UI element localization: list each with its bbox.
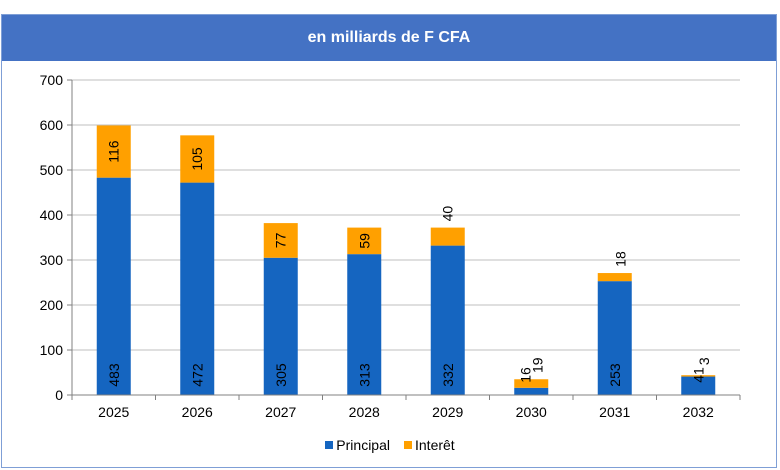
x-tick-label: 2025 bbox=[98, 404, 129, 420]
x-tick-label: 2028 bbox=[349, 404, 380, 420]
cropped-title-strip bbox=[0, 0, 780, 14]
legend-swatch-principal bbox=[325, 441, 334, 449]
axes: 0 100 200 300 400 500 600 700 2025 2026 2027 2028 20… bbox=[40, 72, 741, 420]
data-label-interet: 19 bbox=[529, 357, 545, 373]
bar-interet bbox=[96, 125, 131, 178]
data-label-interet: 77 bbox=[273, 232, 289, 248]
x-tick-label: 2027 bbox=[265, 404, 296, 420]
x-tick-label: 2029 bbox=[432, 404, 463, 420]
legend-item-principal: Principal bbox=[325, 437, 390, 453]
bar-interet bbox=[180, 135, 215, 183]
x-tick-label: 2031 bbox=[599, 404, 630, 420]
bar-interet bbox=[263, 223, 298, 258]
data-label-principal: 313 bbox=[356, 363, 372, 387]
bar-interet bbox=[597, 273, 632, 282]
data-label-principal: 16 bbox=[517, 367, 533, 383]
bar-principal bbox=[597, 281, 632, 395]
data-label-interet: 105 bbox=[189, 147, 205, 171]
legend-label-principal: Principal bbox=[336, 437, 390, 453]
data-label-principal: 305 bbox=[273, 363, 289, 387]
y-tick-label: 400 bbox=[40, 207, 64, 223]
bar-principal bbox=[263, 257, 298, 395]
y-tick-label: 0 bbox=[55, 387, 63, 403]
data-label-principal: 483 bbox=[106, 363, 122, 387]
data-label-interet: 59 bbox=[356, 233, 372, 249]
data-label-principal: 472 bbox=[189, 363, 205, 387]
data-label-interet: 3 bbox=[696, 357, 712, 365]
data-label-interet: 116 bbox=[106, 140, 122, 163]
y-tick-label: 100 bbox=[40, 342, 64, 358]
data-label-principal: 41 bbox=[690, 367, 706, 383]
legend-label-interet: Interêt bbox=[415, 437, 455, 453]
x-tick-label: 2032 bbox=[683, 404, 714, 420]
legend: Principal Interêt bbox=[0, 437, 780, 453]
bars bbox=[96, 125, 716, 395]
data-label-principal: 332 bbox=[440, 363, 456, 387]
legend-swatch-interet bbox=[404, 441, 412, 449]
bar-principal bbox=[96, 177, 131, 395]
y-tick-label: 600 bbox=[40, 117, 64, 133]
data-label-principal: 253 bbox=[607, 363, 623, 387]
bar-principal bbox=[180, 182, 215, 395]
bar-principal bbox=[514, 387, 549, 395]
bar-principal bbox=[681, 376, 716, 395]
y-tick-label: 700 bbox=[40, 72, 64, 88]
data-label-interet: 18 bbox=[613, 251, 629, 267]
gridlines bbox=[72, 79, 740, 396]
bar-interet bbox=[514, 379, 549, 388]
x-tick-label: 2030 bbox=[516, 404, 547, 420]
data-label-interet: 40 bbox=[440, 206, 456, 222]
y-tick-label: 500 bbox=[40, 162, 64, 178]
y-tick-label: 300 bbox=[40, 252, 64, 268]
bar-interet bbox=[681, 375, 716, 377]
legend-item-interet: Interêt bbox=[404, 437, 455, 453]
bar-interet bbox=[347, 227, 382, 255]
x-tick-label: 2026 bbox=[182, 404, 213, 420]
bar-principal bbox=[347, 254, 382, 395]
bar-principal bbox=[430, 245, 465, 395]
y-tick-label: 200 bbox=[40, 297, 64, 313]
bar-interet bbox=[430, 227, 465, 246]
chart-title: en milliards de F CFA bbox=[2, 15, 776, 61]
